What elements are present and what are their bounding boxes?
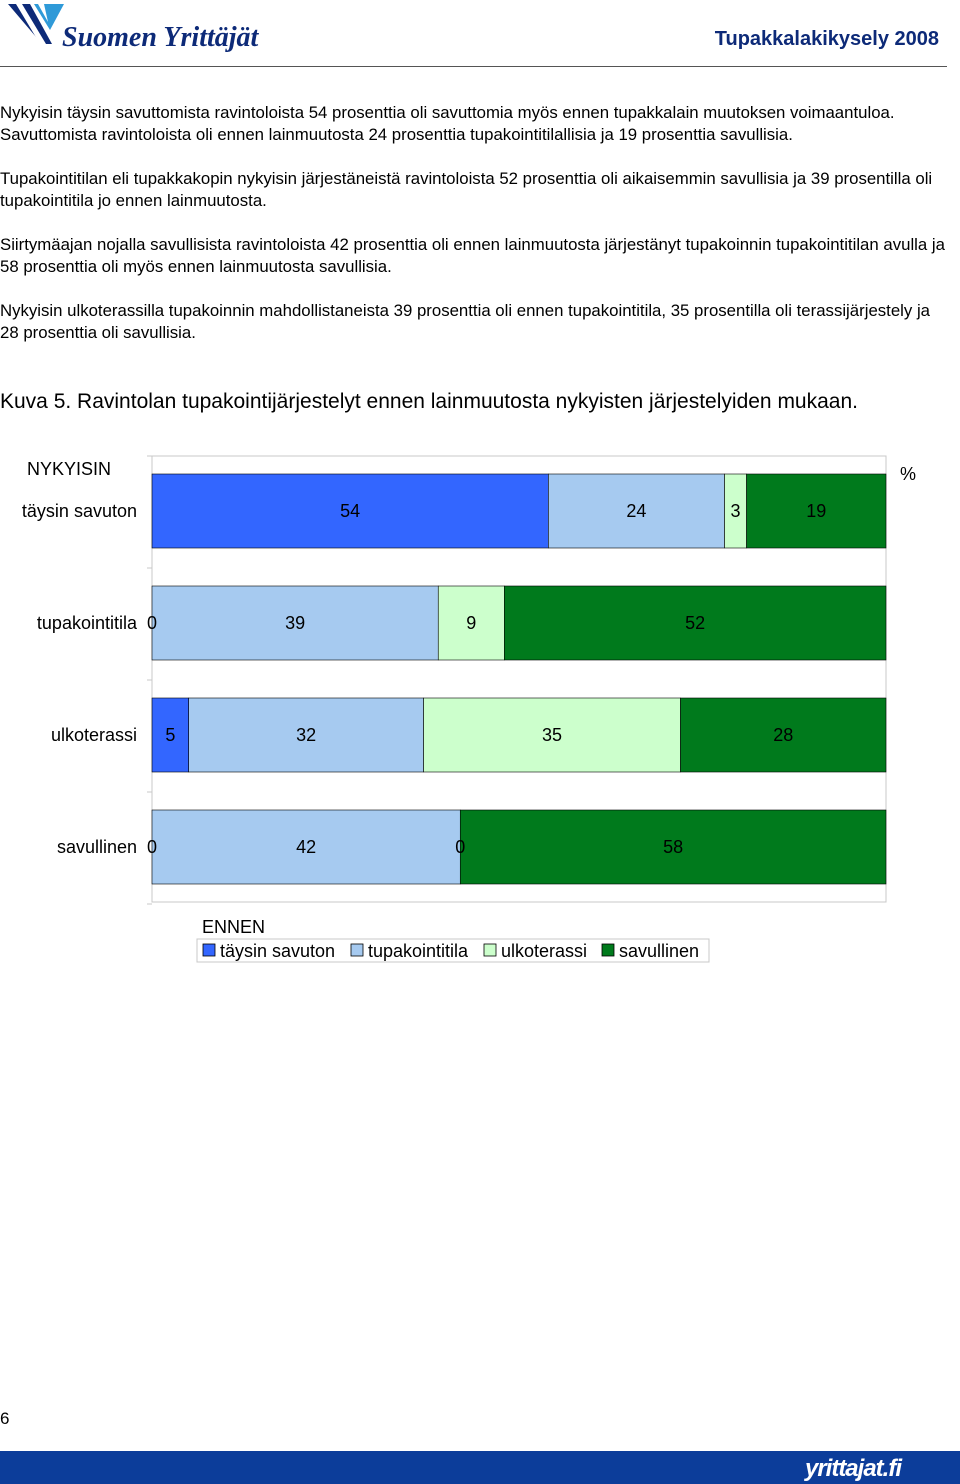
legend: ENNEN täysin savuton tupakointitila ulkoter…	[196, 917, 710, 963]
category-label: ulkoterassi	[51, 725, 137, 745]
data-label: 39	[285, 613, 305, 633]
page-number: 6	[0, 1409, 10, 1428]
legend-swatch	[601, 943, 615, 957]
data-label: 0	[455, 837, 465, 857]
bar-segment	[188, 697, 424, 773]
legend-title: ENNEN	[202, 917, 265, 937]
data-label: 52	[685, 613, 705, 633]
bar-segment	[746, 473, 887, 549]
legend-swatch	[350, 943, 364, 957]
category-label: savullinen	[57, 837, 137, 857]
bar-segment	[423, 697, 681, 773]
bar-segment	[151, 697, 190, 773]
footer-bar	[0, 1451, 960, 1484]
legend-swatch	[202, 943, 216, 957]
category-axis-title: NYKYISIN	[27, 459, 111, 479]
plot-frame	[147, 455, 887, 905]
labels: NYKYISIN % täysin savuton 54 24 3 19 tupakointi…	[22, 459, 916, 857]
brand-name: Suomen Yrittäjät	[62, 22, 259, 53]
plot-area-border	[151, 455, 887, 903]
bar-segment	[151, 585, 439, 661]
data-label: 58	[663, 837, 683, 857]
bars	[151, 473, 887, 885]
data-label: 32	[296, 725, 316, 745]
data-label: 0	[147, 613, 157, 633]
bar-segment	[548, 473, 725, 549]
bar-segment	[459, 809, 887, 885]
data-label: 0	[147, 837, 157, 857]
legend-item-label: savullinen	[619, 941, 699, 961]
data-label: 3	[731, 501, 741, 521]
data-label: 35	[542, 725, 562, 745]
legend-swatch	[483, 943, 497, 957]
brand-logo: Suomen Yrittäjät	[8, 4, 268, 54]
brand-logo-icon	[8, 4, 64, 44]
page-header: Suomen Yrittäjät Tupakkalakikysely 2008	[0, 0, 960, 70]
data-label: 9	[466, 613, 476, 633]
legend-item-label: täysin savuton	[220, 941, 335, 961]
stacked-bar-chart: NYKYISIN % täysin savuton 54 24 3 19 tupakointi…	[22, 455, 916, 963]
paragraph: Siirtymäajan nojalla savullisista ravint…	[0, 235, 945, 276]
data-label: 28	[773, 725, 793, 745]
footer-site-logo: yrittajat.fi	[804, 1455, 902, 1482]
report-title: Tupakkalakikysely 2008	[714, 28, 939, 50]
paragraph: Nykyisin ulkoterassilla tupakoinnin mahd…	[0, 301, 930, 342]
legend-box	[196, 938, 710, 963]
data-label: 19	[806, 501, 826, 521]
bar-segment	[504, 585, 887, 661]
data-label: 24	[626, 501, 646, 521]
paragraph: Nykyisin täysin savuttomista ravintolois…	[0, 103, 895, 144]
bar-segment	[437, 585, 505, 661]
legend-item-label: ulkoterassi	[501, 941, 587, 961]
figure-caption: Kuva 5. Ravintolan tupakointijärjestelyt…	[0, 390, 858, 413]
category-label: tupakointitila	[37, 613, 138, 633]
data-label: 42	[296, 837, 316, 857]
header-divider	[0, 66, 947, 67]
bar-segment	[680, 697, 887, 773]
category-label: täysin savuton	[22, 501, 137, 521]
paragraph: Tupakointitilan eli tupakkakopin nykyisi…	[0, 169, 933, 210]
unit-label: %	[900, 464, 916, 484]
data-label: 5	[165, 725, 175, 745]
body-text: Nykyisin täysin savuttomista ravintolois…	[0, 102, 950, 366]
data-label: 54	[340, 501, 360, 521]
legend-item-label: tupakointitila	[368, 941, 469, 961]
